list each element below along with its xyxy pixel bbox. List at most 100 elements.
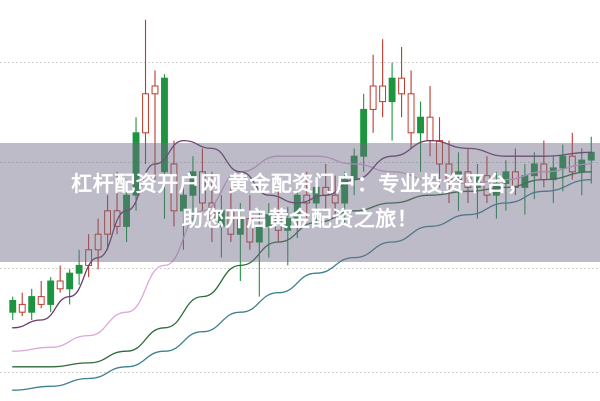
candle-body bbox=[455, 171, 462, 181]
candle-body bbox=[236, 218, 244, 235]
candle bbox=[369, 54, 377, 133]
moving-average-lines bbox=[12, 139, 592, 391]
candle-body bbox=[47, 280, 55, 305]
candle bbox=[28, 288, 36, 320]
candle bbox=[559, 144, 567, 192]
candle-body bbox=[436, 140, 443, 165]
candle-body bbox=[341, 179, 349, 204]
candle bbox=[18, 292, 26, 317]
candle-body bbox=[312, 186, 320, 204]
candle-body bbox=[66, 272, 74, 290]
candle-body bbox=[227, 210, 235, 235]
candle-body bbox=[492, 183, 500, 196]
candle-body bbox=[464, 171, 472, 188]
candle bbox=[360, 93, 368, 172]
candle-series bbox=[9, 19, 595, 320]
candle bbox=[9, 296, 17, 320]
candle bbox=[379, 39, 387, 118]
ma-line-2 bbox=[12, 178, 592, 391]
candle bbox=[66, 269, 74, 305]
candle bbox=[161, 74, 168, 219]
candle bbox=[274, 191, 282, 242]
candle-body bbox=[170, 163, 178, 212]
candle bbox=[198, 148, 206, 211]
candle-body bbox=[293, 194, 301, 220]
candle bbox=[464, 148, 472, 203]
candle-body bbox=[94, 233, 102, 251]
candle-body bbox=[151, 85, 159, 95]
ma-line-0 bbox=[12, 155, 592, 352]
candle-body bbox=[369, 85, 377, 110]
candle-body bbox=[559, 155, 567, 169]
candle-body bbox=[379, 85, 387, 103]
candle-body bbox=[445, 163, 453, 181]
candle bbox=[417, 101, 424, 172]
candle-body bbox=[161, 77, 168, 173]
candle-body bbox=[198, 171, 206, 204]
candle-body bbox=[217, 210, 225, 227]
candle-body bbox=[274, 214, 282, 231]
candle bbox=[530, 152, 538, 200]
candle bbox=[398, 47, 406, 118]
candle bbox=[407, 70, 415, 149]
candle-body bbox=[189, 171, 197, 196]
candle-body bbox=[104, 210, 112, 235]
candle bbox=[341, 171, 349, 223]
overlay-text-line-1: 杠杆配资开户网 黄金配资门户：专业投资平台， bbox=[71, 173, 529, 197]
candle-body bbox=[9, 300, 17, 313]
candle-body bbox=[388, 77, 396, 103]
candle-body bbox=[265, 214, 273, 227]
candle-body bbox=[113, 210, 121, 227]
candle bbox=[246, 195, 254, 250]
candle bbox=[132, 117, 140, 211]
candle bbox=[37, 281, 45, 309]
candle bbox=[483, 156, 491, 203]
candle bbox=[104, 195, 112, 250]
candle bbox=[436, 117, 443, 188]
candle bbox=[94, 218, 102, 270]
ma-line-3 bbox=[12, 139, 592, 329]
candle-body bbox=[208, 202, 216, 227]
candle-body bbox=[417, 116, 424, 134]
candle bbox=[312, 179, 320, 227]
candle bbox=[217, 195, 225, 258]
candle-body bbox=[502, 171, 510, 185]
candle-body bbox=[474, 175, 481, 188]
candle bbox=[142, 19, 149, 164]
candle bbox=[455, 152, 462, 211]
candle-body bbox=[255, 225, 263, 243]
candle-body bbox=[568, 155, 576, 173]
candle-body bbox=[75, 264, 83, 274]
candle bbox=[388, 62, 396, 141]
watermark-overlay-band: 杠杆配资开户网 黄金配资门户：专业投资平台， 助您开启黄金配资之旅！ bbox=[0, 143, 600, 262]
candle bbox=[236, 203, 244, 281]
candle bbox=[170, 140, 178, 227]
candle-body bbox=[360, 108, 368, 157]
candle-body bbox=[28, 296, 36, 313]
candle bbox=[293, 183, 301, 239]
candle bbox=[189, 156, 197, 227]
candle bbox=[568, 132, 576, 180]
ma-line-1 bbox=[12, 171, 592, 368]
candle bbox=[56, 265, 64, 293]
gridlines bbox=[0, 62, 600, 373]
candle-body bbox=[246, 218, 254, 243]
candle bbox=[265, 203, 273, 258]
candle bbox=[227, 187, 235, 242]
overlay-text-line-2: 助您开启黄金配资之旅！ bbox=[181, 207, 419, 231]
candle-body bbox=[426, 116, 434, 142]
candle bbox=[113, 171, 121, 235]
candle-body bbox=[303, 194, 311, 204]
candle-body bbox=[142, 93, 149, 134]
candle bbox=[303, 171, 311, 219]
candle bbox=[151, 70, 159, 180]
candle bbox=[331, 175, 339, 219]
candle-body bbox=[18, 303, 26, 313]
candle-body bbox=[37, 296, 45, 305]
candle-body bbox=[331, 194, 339, 204]
candle-body bbox=[132, 132, 140, 196]
candle-body bbox=[56, 280, 64, 290]
candle-body bbox=[530, 163, 538, 177]
